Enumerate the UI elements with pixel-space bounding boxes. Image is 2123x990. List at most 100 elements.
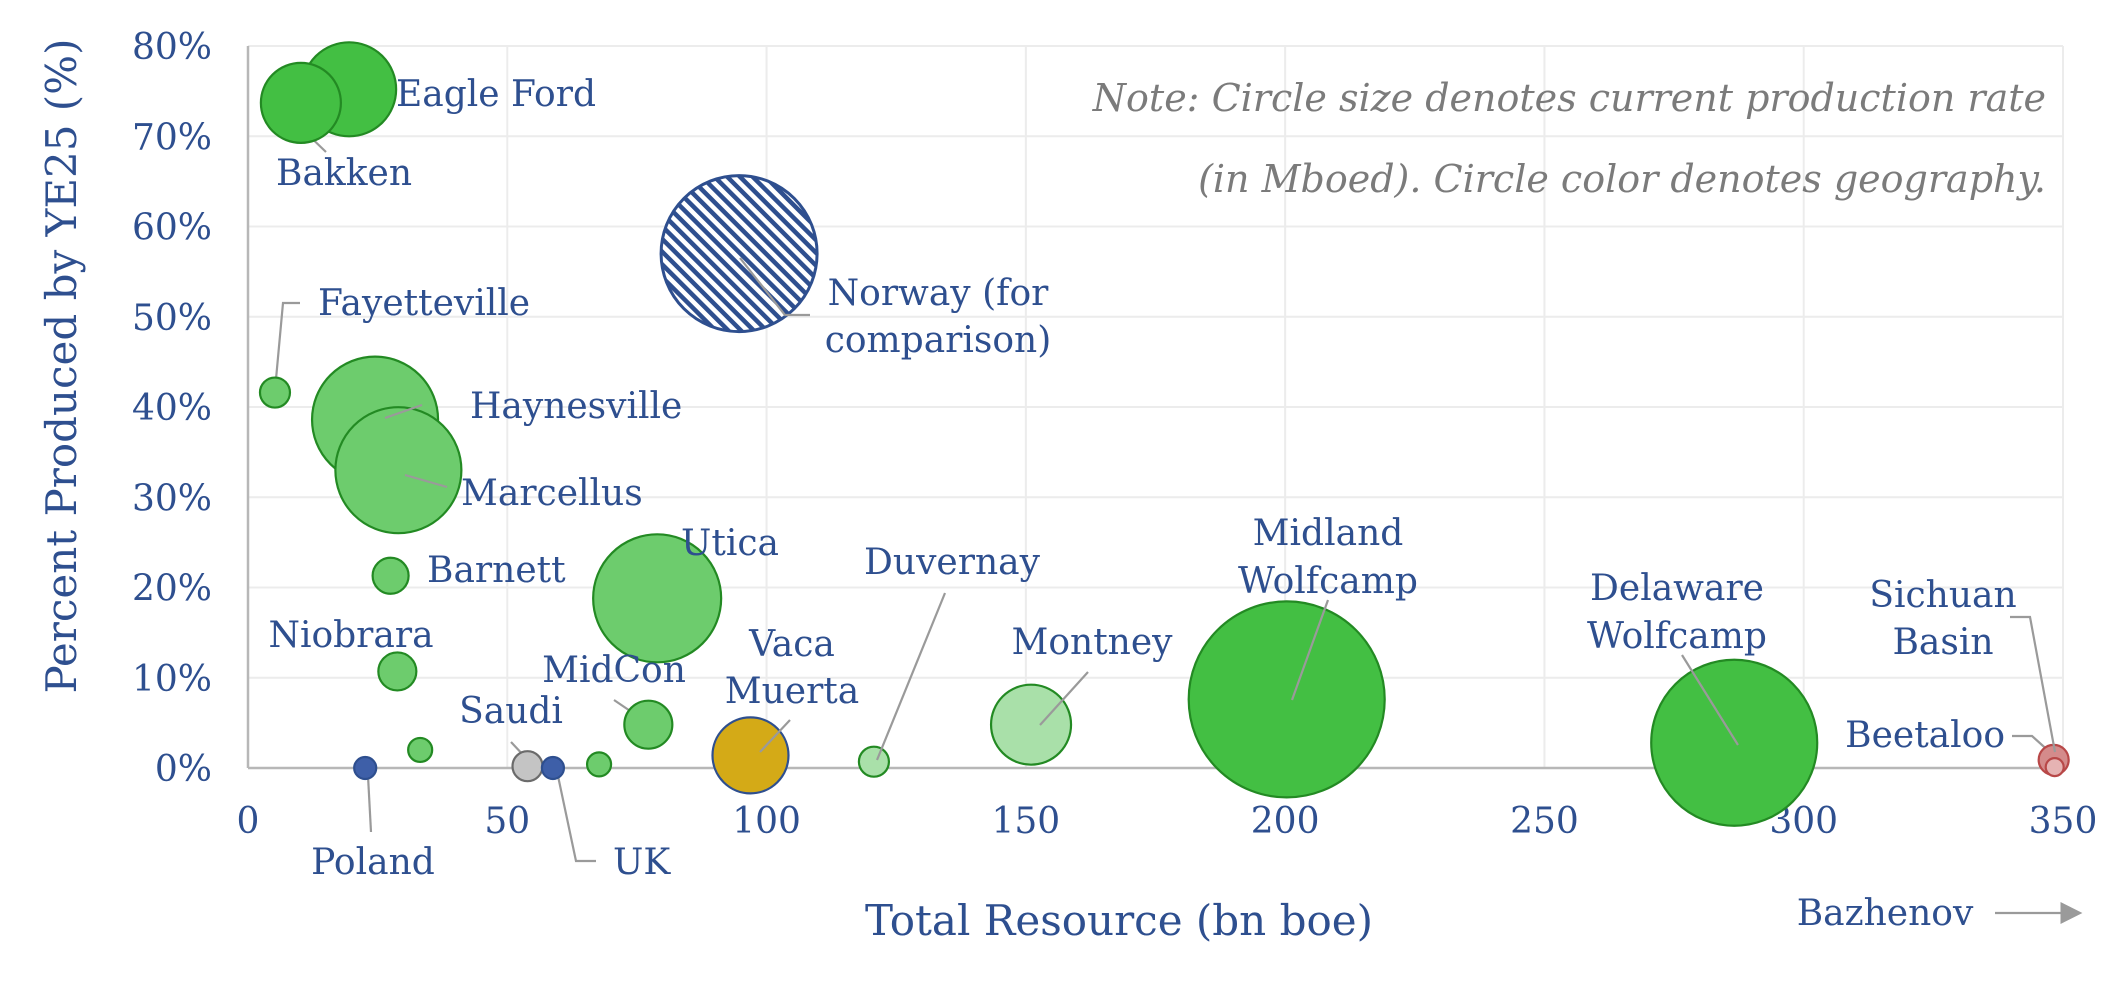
point-label-poland: Poland	[311, 842, 435, 883]
point-label-bakken: Bakken	[276, 153, 412, 194]
bubble-utica	[592, 533, 723, 664]
x-axis-title: Total Resource (bn boe)	[865, 896, 1373, 945]
y-tick-label: 40%	[132, 388, 212, 429]
point-label-line: Duvernay	[864, 542, 1041, 583]
point-label-line: Niobrara	[268, 615, 433, 656]
point-label-vaca-muerta: Vaca Muerta	[725, 624, 860, 712]
leader-line-norway-for-comparison	[739, 257, 810, 317]
point-label-norway-for-comparison: Norway (for comparison)	[825, 273, 1052, 361]
bubble-midland-wolfcamp	[1187, 600, 1386, 799]
bubble-saudi	[511, 750, 544, 783]
y-tick-label: 80%	[132, 27, 212, 68]
leader-line-fayetteville	[273, 301, 300, 391]
point-label-line: Wolfcamp	[1238, 561, 1418, 602]
point-label-line: Basin	[1892, 622, 1993, 663]
overlay-leader-layer	[384, 257, 2057, 761]
point-label-line: Sichuan	[1869, 575, 2016, 616]
point-label-beetaloo: Beetaloo	[1845, 715, 2005, 756]
x-tick-label: 150	[991, 801, 1060, 842]
y-tick-label: 60%	[132, 208, 212, 249]
point-label-line: Saudi	[459, 691, 563, 732]
label-layer: Eagle Ford Bakken Fayetteville Haynesville M…	[268, 74, 2016, 883]
x-tick-label: 350	[2029, 801, 2098, 842]
point-label-line: Fayetteville	[318, 283, 530, 324]
y-tick-label: 50%	[132, 298, 212, 339]
point-label-uk: UK	[613, 842, 671, 883]
leader-line-uk	[556, 775, 596, 863]
leader-line-marcellus	[404, 473, 448, 489]
x-tick-label: 100	[732, 801, 801, 842]
point-label-line: Muerta	[725, 671, 860, 712]
point-label-line: Utica	[681, 523, 779, 564]
note-line-2: (in Mboed). Circle color denotes geograp…	[1198, 157, 2046, 201]
point-label-midland-wolfcamp: Midland Wolfcamp	[1238, 513, 1418, 602]
bubble-unlabeled-7	[407, 736, 434, 764]
bubble-beetaloo	[2044, 756, 2065, 778]
bubble-layer	[258, 41, 2070, 827]
point-label-haynesville: Haynesville	[470, 386, 682, 427]
point-label-line: Haynesville	[470, 386, 682, 427]
leader-line-delaware-wolfcamp	[1681, 654, 1739, 746]
x-tick-label: 0	[237, 801, 260, 842]
leader-line-vaca-muerta	[759, 719, 791, 753]
y-tick-label: 0%	[155, 749, 212, 790]
grid-layer	[248, 45, 2064, 768]
bubble-delaware-wolfcamp	[1650, 658, 1819, 827]
bubble-norway-for-comparison	[659, 174, 819, 334]
point-label-line: Barnett	[427, 550, 566, 591]
point-label-eagle-ford: Eagle Ford	[396, 74, 596, 115]
point-label-line: Poland	[311, 842, 435, 883]
bubble-midcon	[623, 699, 674, 750]
leader-line-duvernay	[875, 592, 947, 761]
point-label-montney: Montney	[1011, 622, 1173, 663]
point-label-line: Marcellus	[461, 473, 643, 514]
point-label-line: Eagle Ford	[396, 74, 596, 115]
leader-line-haynesville	[384, 403, 423, 420]
point-label-line: Beetaloo	[1845, 715, 2005, 756]
y-tick-label: 20%	[132, 569, 212, 610]
bubble-marcellus	[334, 406, 463, 535]
y-tick-label: 30%	[132, 478, 212, 519]
y-tick-label: 70%	[132, 117, 212, 158]
point-label-midcon: MidCon	[542, 650, 686, 691]
point-label-saudi: Saudi	[459, 691, 563, 732]
bubble-duvernay	[857, 745, 891, 778]
point-label-delaware-wolfcamp: Delaware Wolfcamp	[1587, 568, 1767, 657]
bubble-uk	[540, 755, 566, 781]
point-label-fayetteville: Fayetteville	[318, 283, 530, 324]
bubble-unlabeled-11	[585, 751, 613, 778]
point-label-barnett: Barnett	[427, 550, 566, 591]
point-label-duvernay: Duvernay	[864, 542, 1041, 583]
x-tick-label: 200	[1251, 801, 1320, 842]
leader-line-poland	[366, 775, 373, 833]
note-line-1: Note: Circle size denotes current produc…	[1092, 76, 2046, 120]
leader-line-sichuan-basin	[2010, 615, 2057, 753]
leader-line-montney	[1039, 671, 1089, 726]
point-label-sichuan-basin: Sichuan Basin	[1869, 575, 2016, 663]
point-label-line: Wolfcamp	[1587, 616, 1767, 657]
x-tick-label: 50	[484, 801, 530, 842]
bubble-barnett	[371, 556, 410, 595]
bubble-fayetteville	[258, 376, 292, 409]
point-label-line: comparison)	[825, 320, 1052, 361]
y-axis-title: Percent Produced by YE25 (%)	[37, 39, 86, 694]
bubble-poland	[353, 755, 378, 781]
bubble-vaca-muerta	[711, 716, 790, 795]
leader-line-midland-wolfcamp	[1290, 599, 1330, 701]
x-tick-label: 250	[1510, 801, 1579, 842]
point-label-line: Midland	[1253, 513, 1404, 554]
point-label-line: Bakken	[276, 153, 412, 194]
point-label-marcellus: Marcellus	[461, 473, 643, 514]
point-label-line: Norway (for	[828, 273, 1049, 314]
offscale-label-bazhenov: Bazhenov	[1797, 893, 1974, 934]
point-label-niobrara: Niobrara	[268, 615, 433, 656]
bubble-montney	[989, 683, 1073, 766]
point-label-utica: Utica	[681, 523, 779, 564]
y-tick-label: 10%	[132, 659, 212, 700]
point-label-line: Vaca	[748, 624, 835, 665]
bubble-bakken	[259, 61, 342, 144]
point-label-line: Delaware	[1590, 568, 1764, 609]
bubble-niobrara	[377, 651, 418, 692]
